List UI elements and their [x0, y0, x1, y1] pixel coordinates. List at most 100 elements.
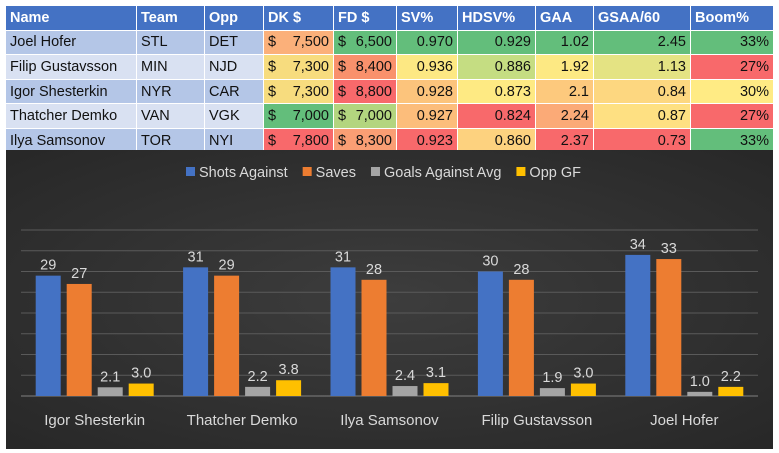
bar-goals-against-avg [687, 391, 713, 396]
cell-boom-pct: 33% [690, 29, 774, 56]
bar-opp-gf [276, 380, 302, 396]
cell-hdsv-pct: 0.860 [457, 127, 536, 154]
table-row: Thatcher Demko VAN VGK $7,000 $7,000 0.927 0.8… [5, 103, 774, 129]
data-label: 1.9 [542, 370, 562, 386]
bar-goals-against-avg [97, 387, 123, 396]
bar-shots-against [625, 254, 651, 396]
currency-symbol: $ [338, 83, 347, 100]
data-label: 1.0 [690, 374, 710, 390]
header-name: Name [5, 5, 137, 31]
cell-fd-salary: $8,300 [333, 127, 397, 154]
legend-swatch [302, 167, 312, 176]
table-row: Igor Shesterkin NYR CAR $7,300 $8,800 0.928 0.… [5, 78, 774, 105]
cell-dk-salary-value: 7,300 [292, 83, 329, 100]
legend-swatch [370, 167, 380, 176]
cell-fd-salary-value: 8,400 [355, 58, 392, 75]
cell-dk-salary: $7,000 [263, 103, 334, 129]
data-label: 28 [366, 262, 382, 278]
cell-gaa: 2.1 [535, 78, 594, 105]
legend-label: Shots Against [199, 165, 288, 181]
data-label: 29 [40, 258, 56, 274]
bar-saves [656, 259, 682, 396]
cell-gsaa-60: 0.73 [593, 127, 691, 154]
bar-goals-against-avg [245, 386, 271, 396]
table-row: Filip Gustavsson MIN NJD $7,300 $8,400 0.936 0… [5, 54, 774, 80]
cell-name: Joel Hofer [5, 29, 137, 56]
cell-team: NYR [136, 78, 205, 105]
data-label: 34 [630, 237, 646, 253]
bar-opp-gf [570, 383, 596, 396]
header-sv-pct: SV% [396, 5, 458, 31]
legend-label: Saves [316, 165, 356, 181]
data-label: 3.0 [573, 366, 593, 382]
cell-dk-salary: $7,300 [263, 78, 334, 105]
data-label: 3.8 [279, 362, 299, 378]
chart-canvas: Shots Against Saves Goals Against Avg Opp G… [6, 150, 773, 449]
bar-shots-against [35, 275, 61, 396]
chart-legend: Shots Against Saves Goals Against Avg Opp G… [186, 165, 581, 181]
header-hdsv-pct: HDSV% [457, 5, 536, 31]
goalie-stats-table: Name Team Opp DK $ FD $ SV% HDSV% GAA GS… [5, 5, 774, 154]
cell-fd-salary: $8,800 [333, 78, 397, 105]
cell-name: Ilya Samsonov [5, 127, 137, 154]
currency-symbol: $ [268, 108, 277, 125]
category-label: Igor Shesterkin [44, 412, 145, 429]
cell-sv-pct: 0.927 [396, 103, 458, 129]
legend-label: Goals Against Avg [384, 165, 501, 181]
table-row: Ilya Samsonov TOR NYI $7,800 $8,300 0.923 0.86… [5, 127, 774, 154]
header-team: Team [136, 5, 205, 31]
data-label: 2.4 [395, 368, 415, 384]
cell-fd-salary: $8,400 [333, 54, 397, 80]
bar-shots-against [330, 267, 356, 396]
cell-team: MIN [136, 54, 205, 80]
data-label: 2.2 [248, 369, 268, 385]
cell-boom-pct: 33% [690, 127, 774, 154]
header-opp: Opp [204, 5, 264, 31]
cell-fd-salary: $6,500 [333, 29, 397, 56]
category-label: Filip Gustavsson [481, 412, 592, 429]
cell-sv-pct: 0.928 [396, 78, 458, 105]
cell-gaa: 2.24 [535, 103, 594, 129]
cell-team: VAN [136, 103, 205, 129]
cell-fd-salary-value: 6,500 [355, 34, 392, 51]
cell-boom-pct: 27% [690, 103, 774, 129]
cell-gaa: 1.92 [535, 54, 594, 80]
cell-boom-pct: 27% [690, 54, 774, 80]
currency-symbol: $ [268, 83, 277, 100]
cell-dk-salary-value: 7,500 [292, 34, 329, 51]
bar-opp-gf [718, 386, 744, 396]
data-label: 2.1 [100, 369, 120, 385]
currency-symbol: $ [268, 132, 277, 149]
legend-swatch [186, 167, 195, 176]
data-label: 27 [71, 266, 87, 282]
bar-shots-against [477, 271, 503, 396]
currency-symbol: $ [338, 132, 347, 149]
cell-gsaa-60: 0.84 [593, 78, 691, 105]
header-dk-salary: DK $ [263, 5, 334, 31]
currency-symbol: $ [268, 58, 277, 75]
cell-sv-pct: 0.936 [396, 54, 458, 80]
header-gsaa-60: GSAA/60 [593, 5, 691, 31]
currency-symbol: $ [268, 34, 277, 51]
cell-opp: CAR [204, 78, 264, 105]
data-label: 3.0 [131, 366, 151, 382]
bar-opp-gf [128, 383, 154, 396]
data-label: 28 [513, 262, 529, 278]
header-gaa: GAA [535, 5, 594, 31]
goalie-bar-chart: Shots Against Saves Goals Against Avg Opp G… [6, 150, 773, 449]
cell-dk-salary-value: 7,800 [292, 132, 329, 149]
cell-gaa: 2.37 [535, 127, 594, 154]
cell-gsaa-60: 1.13 [593, 54, 691, 80]
bar-saves [214, 275, 240, 396]
cell-name: Thatcher Demko [5, 103, 137, 129]
cell-fd-salary: $7,000 [333, 103, 397, 129]
header-boom-pct: Boom% [690, 5, 774, 31]
cell-name: Filip Gustavsson [5, 54, 137, 80]
cell-hdsv-pct: 0.929 [457, 29, 536, 56]
cell-boom-pct: 30% [690, 78, 774, 105]
cell-sv-pct: 0.970 [396, 29, 458, 56]
cell-dk-salary: $7,500 [263, 29, 334, 56]
cell-hdsv-pct: 0.886 [457, 54, 536, 80]
cell-dk-salary: $7,300 [263, 54, 334, 80]
bar-shots-against [183, 267, 209, 396]
